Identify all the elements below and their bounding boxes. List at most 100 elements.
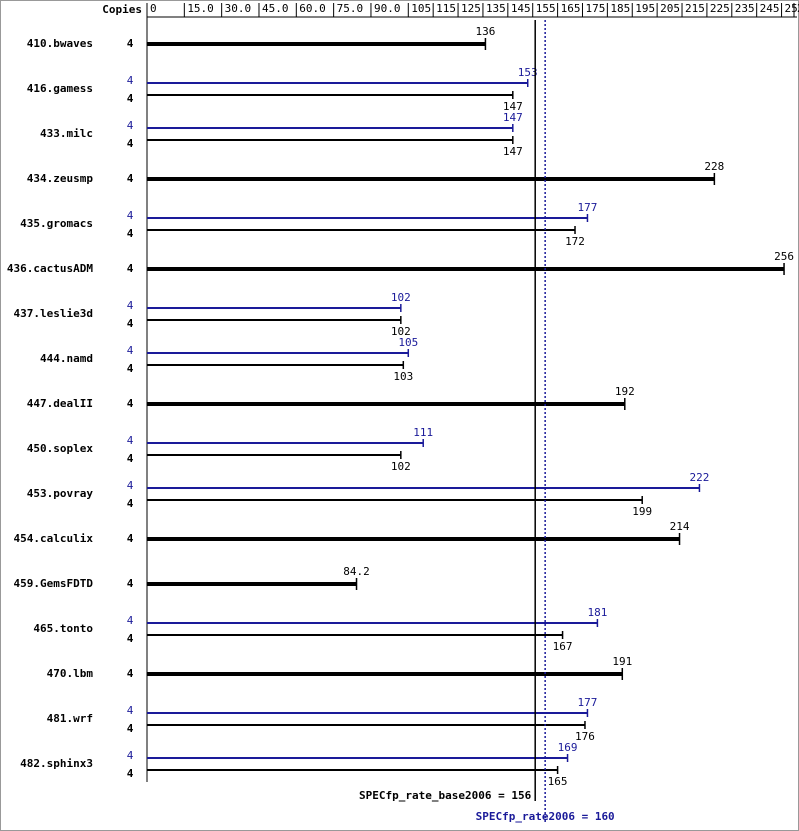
- x-tick-label: 90.0: [374, 2, 401, 15]
- copies-label: 4: [127, 479, 134, 492]
- copies-label: 4: [127, 749, 134, 762]
- value-label: 147: [503, 111, 523, 124]
- value-label: 177: [578, 696, 598, 709]
- copies-label: 4: [127, 92, 134, 105]
- copies-label: 4: [127, 37, 134, 50]
- value-label: 102: [391, 460, 411, 473]
- benchmark-label: 436.cactusADM: [7, 262, 93, 275]
- x-tick-label: 115: [436, 2, 456, 15]
- benchmark-label: 410.bwaves: [27, 37, 93, 50]
- value-label: 103: [393, 370, 413, 383]
- benchmark-label: 447.dealII: [27, 397, 93, 410]
- value-label: 199: [632, 505, 652, 518]
- copies-label: 4: [127, 317, 134, 330]
- value-label: 169: [558, 741, 578, 754]
- value-label: 147: [503, 100, 523, 113]
- benchmark-label: 433.milc: [40, 127, 93, 140]
- benchmark-label: 454.calculix: [14, 532, 94, 545]
- value-label: 181: [587, 606, 607, 619]
- value-label: 256: [774, 250, 794, 263]
- copies-label: 4: [127, 452, 134, 465]
- benchmark-label: 435.gromacs: [20, 217, 93, 230]
- copies-header: Copies: [102, 3, 142, 16]
- x-tick-label: 0: [150, 2, 157, 15]
- copies-label: 4: [127, 704, 134, 717]
- x-tick-label: 15.0: [187, 2, 214, 15]
- value-label: 167: [553, 640, 573, 653]
- value-label: 165: [548, 775, 568, 788]
- copies-label: 4: [127, 577, 134, 590]
- benchmark-label: 434.zeusmp: [27, 172, 94, 185]
- value-label: 214: [670, 520, 690, 533]
- benchmark-label: 459.GemsFDTD: [14, 577, 94, 590]
- copies-label: 4: [127, 632, 134, 645]
- x-tick-label: 260: [797, 2, 799, 15]
- reference-label: SPECfp_rate_base2006 = 156: [359, 789, 532, 802]
- x-tick-label: 125: [461, 2, 481, 15]
- x-tick-label: 75.0: [337, 2, 364, 15]
- copies-label: 4: [127, 227, 134, 240]
- copies-label: 4: [127, 397, 134, 410]
- value-label: 111: [413, 426, 433, 439]
- x-tick-label: 225: [710, 2, 730, 15]
- copies-label: 4: [127, 137, 134, 150]
- x-tick-label: 195: [635, 2, 655, 15]
- copies-label: 4: [127, 74, 134, 87]
- copies-label: 4: [127, 209, 134, 222]
- x-tick-label: 215: [685, 2, 705, 15]
- value-label: 147: [503, 145, 523, 158]
- value-label: 102: [391, 325, 411, 338]
- value-label: 153: [518, 66, 538, 79]
- benchmark-label: 450.soplex: [27, 442, 94, 455]
- copies-label: 4: [127, 532, 134, 545]
- copies-label: 4: [127, 722, 134, 735]
- x-tick-label: 235: [735, 2, 755, 15]
- value-label: 105: [398, 336, 418, 349]
- value-label: 84.2: [343, 565, 370, 578]
- value-label: 176: [575, 730, 595, 743]
- benchmark-label: 465.tonto: [33, 622, 93, 635]
- x-tick-label: 255: [785, 2, 799, 15]
- x-tick-label: 205: [660, 2, 680, 15]
- value-label: 191: [612, 655, 632, 668]
- benchmark-label: 437.leslie3d: [14, 307, 93, 320]
- copies-label: 4: [127, 667, 134, 680]
- benchmark-label: 482.sphinx3: [20, 757, 93, 770]
- x-tick-label: 165: [561, 2, 581, 15]
- benchmark-label: 444.namd: [40, 352, 93, 365]
- value-label: 228: [704, 160, 724, 173]
- benchmark-label: 481.wrf: [47, 712, 93, 725]
- reference-label: SPECfp_rate2006 = 160: [476, 810, 615, 823]
- value-label: 172: [565, 235, 585, 248]
- x-tick-label: 60.0: [299, 2, 326, 15]
- x-tick-label: 245: [760, 2, 780, 15]
- x-tick-label: 175: [585, 2, 605, 15]
- benchmark-label: 453.povray: [27, 487, 94, 500]
- copies-label: 4: [127, 119, 134, 132]
- benchmark-label: 470.lbm: [47, 667, 94, 680]
- copies-label: 4: [127, 767, 134, 780]
- copies-label: 4: [127, 299, 134, 312]
- x-tick-label: 45.0: [262, 2, 289, 15]
- copies-label: 4: [127, 262, 134, 275]
- copies-label: 4: [127, 434, 134, 447]
- copies-label: 4: [127, 614, 134, 627]
- value-label: 136: [475, 25, 495, 38]
- copies-label: 4: [127, 344, 134, 357]
- benchmark-label: 416.gamess: [27, 82, 93, 95]
- x-tick-label: 30.0: [225, 2, 252, 15]
- x-tick-label: 135: [486, 2, 506, 15]
- value-label: 102: [391, 291, 411, 304]
- copies-label: 4: [127, 497, 134, 510]
- x-tick-label: 105: [411, 2, 431, 15]
- x-tick-label: 155: [536, 2, 556, 15]
- copies-label: 4: [127, 172, 134, 185]
- value-label: 192: [615, 385, 635, 398]
- x-tick-label: 145: [511, 2, 531, 15]
- copies-label: 4: [127, 362, 134, 375]
- x-tick-label: 185: [610, 2, 630, 15]
- value-label: 222: [690, 471, 710, 484]
